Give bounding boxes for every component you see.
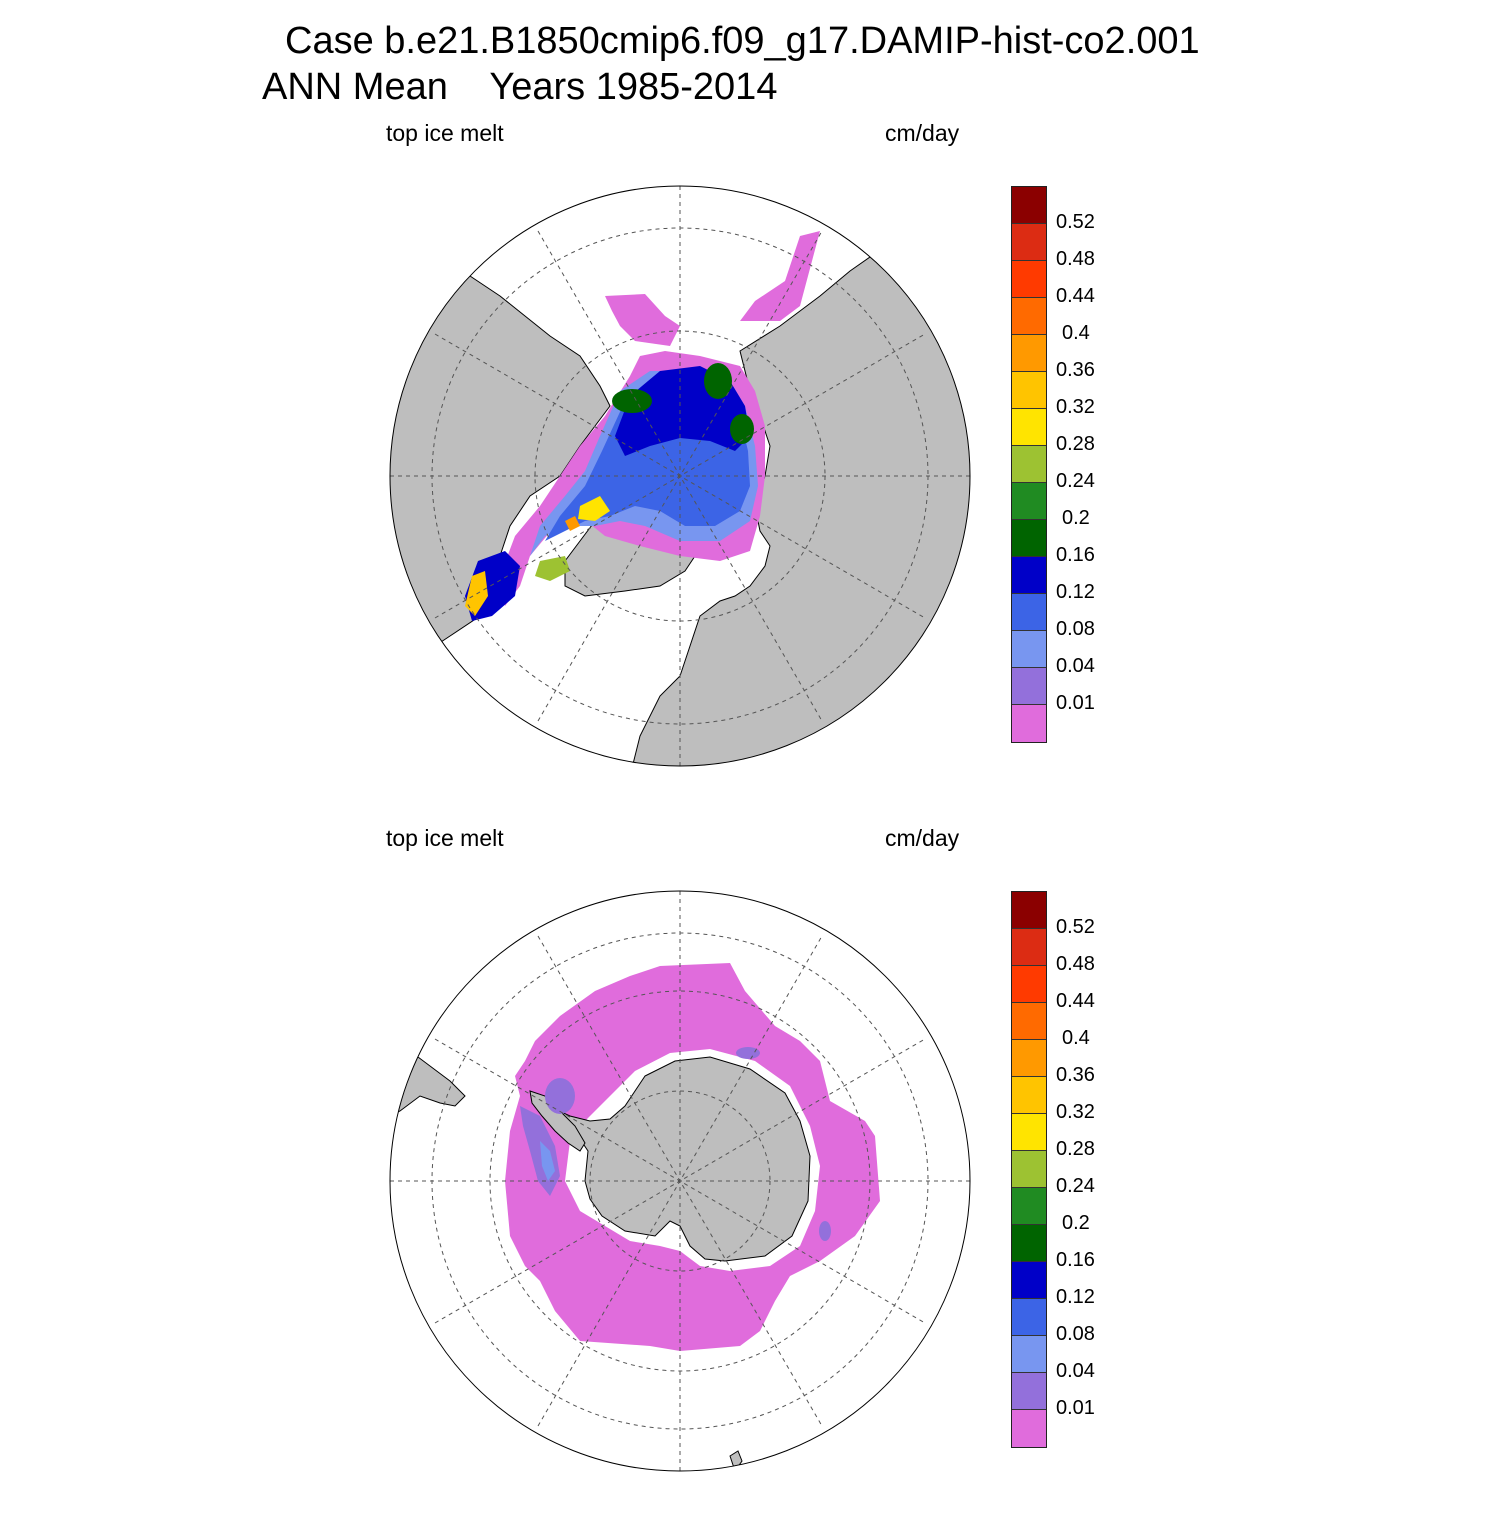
colorbar-swatch [1012,1114,1046,1151]
colorbar-swatch [1012,1077,1046,1114]
colorbar-label: 0.32 [1056,1101,1095,1123]
north-ice-archipelago [578,496,610,521]
south-units-label: cm/day [885,825,960,851]
colorbar-swatch [1012,446,1046,483]
colorbar-label: 0.12 [1056,581,1095,603]
colorbar-swatch [1012,1151,1046,1188]
colorbar-label: 0.04 [1056,655,1095,677]
colorbar-swatch [1012,1336,1046,1373]
colorbar-label: 0.32 [1056,396,1095,418]
colorbar-label: 0.12 [1056,1286,1095,1308]
colorbar-swatch [1012,372,1046,409]
colorbar-swatch [1012,409,1046,446]
colorbar-label: 0.08 [1056,1323,1095,1345]
colorbar-swatch [1012,557,1046,594]
north-panel: top ice melt cm/day [0,110,1500,815]
colorbar-label: 0.4 [1062,322,1090,344]
colorbar-swatch [1012,1040,1046,1077]
colorbar-label: 0.16 [1056,1249,1095,1271]
colorbar-swatch [1012,261,1046,298]
north-ice-archipelago-orange [565,516,580,531]
south-ice-lightblue-peninsula [540,1141,555,1181]
colorbar-swatch [1012,1262,1046,1299]
colorbar-label: 0.01 [1056,1397,1095,1419]
colorbar-label: 0.48 [1056,248,1095,270]
colorbar-swatch [1012,594,1046,631]
colorbar-swatch [1012,929,1046,966]
colorbar-swatch [1012,520,1046,557]
colorbar-swatch [1012,705,1046,742]
colorbar-swatch [1012,1373,1046,1410]
colorbar-swatch [1012,1188,1046,1225]
colorbar-label: 0.24 [1056,470,1095,492]
colorbar-swatch [1012,631,1046,668]
colorbar-swatch [1012,335,1046,372]
colorbar-label: 0.2 [1062,507,1090,529]
colorbar-label: 0.52 [1056,211,1095,233]
colorbar-swatch [1012,187,1046,224]
colorbar-swatch [1012,892,1046,929]
colorbar-label: 0.44 [1056,285,1095,307]
colorbar-swatch [1012,1225,1046,1262]
colorbar-label: 0.04 [1056,1360,1095,1382]
colorbar-label: 0.2 [1062,1212,1090,1234]
north-colorbar: 0.52 0.48 0.44 0.4 0.36 0.32 0.28 0.24 0.2 0.16 0.… [1011,186,1095,743]
south-ice-purple-ross [819,1221,831,1241]
north-ice-okhotsk [740,231,820,321]
south-ice-purple-east [736,1047,760,1059]
north-ice-hudson-green [535,556,570,581]
colorbar-label: 0.24 [1056,1175,1095,1197]
south-colorbar: 0.52 0.48 0.44 0.4 0.36 0.32 0.28 0.24 0.2 0.16 0.… [1011,891,1095,1448]
north-ice-bering [605,294,680,346]
colorbar-label: 0.36 [1056,359,1095,381]
colorbar-label: 0.28 [1056,433,1095,455]
south-variable-label: top ice melt [386,825,504,851]
colorbar-label: 0.4 [1062,1027,1090,1049]
colorbar-label: 0.48 [1056,953,1095,975]
south-polar-map [389,890,971,1472]
colorbar-swatch [1012,483,1046,520]
colorbar-label: 0.52 [1056,916,1095,938]
colorbar-swatch [1012,668,1046,705]
colorbar-swatch [1012,224,1046,261]
colorbar-label: 0.36 [1056,1064,1095,1086]
north-variable-label: top ice melt [386,120,504,146]
colorbar-swatch [1012,1410,1046,1447]
colorbar-label: 0.44 [1056,990,1095,1012]
north-ice-green-1 [612,389,652,413]
colorbar-label: 0.28 [1056,1138,1095,1160]
colorbar-swatch [1012,966,1046,1003]
north-colorbar-boxes [1011,186,1047,743]
south-ice-purple-weddell [545,1078,575,1114]
figure-title-line2: ANN Mean Years 1985-2014 [262,66,778,108]
north-polar-map [389,185,971,767]
south-colorbar-boxes [1011,891,1047,1448]
colorbar-label: 0.01 [1056,692,1095,714]
south-panel: top ice melt cm/day [0,815,1500,1520]
figure-title-line1: Case b.e21.B1850cmip6.f09_g17.DAMIP-hist… [285,20,1200,62]
colorbar-swatch [1012,298,1046,335]
colorbar-swatch [1012,1299,1046,1336]
colorbar-label: 0.08 [1056,618,1095,640]
colorbar-label: 0.16 [1056,544,1095,566]
north-ice-green-2 [704,363,732,399]
north-units-label: cm/day [885,120,960,146]
colorbar-swatch [1012,1003,1046,1040]
